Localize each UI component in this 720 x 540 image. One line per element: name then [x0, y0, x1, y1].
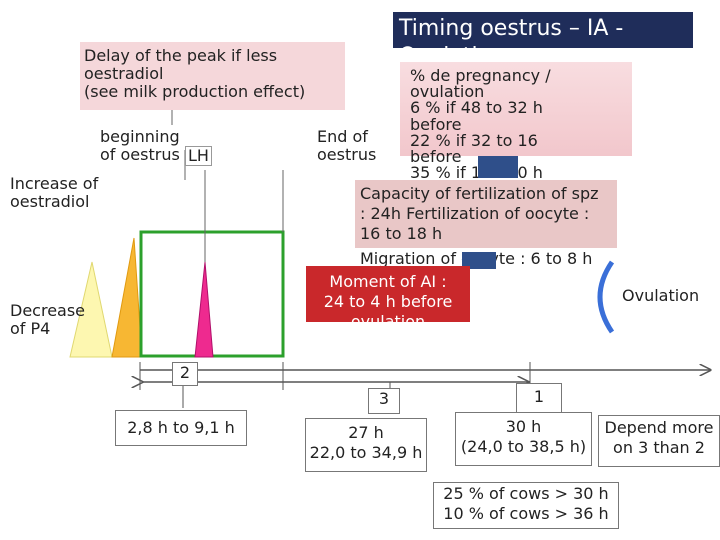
- text-line: : 24h Fertilization of oocyte :: [360, 204, 590, 223]
- phase-duration: 2,8 h to 9,1 h: [115, 410, 247, 446]
- beginning-text: beginning of oestrus: [100, 128, 180, 164]
- text-line: on 3 than 2: [613, 438, 705, 457]
- lh-label: LH: [185, 146, 212, 166]
- ai-box: Moment of AI :24 to 4 h before ovulation: [306, 266, 470, 322]
- text-line: 22,0 to 34,9 h: [309, 443, 423, 462]
- phase-duration: 27 h 22,0 to 34,9 h: [305, 418, 427, 472]
- cover: [462, 252, 496, 269]
- text-line: Depend more: [604, 418, 714, 437]
- ai-text: Moment of AI :24 to 4 h before ovulation: [306, 266, 470, 322]
- text-line: Delay of the peak if less: [84, 46, 278, 65]
- pregnancy-text: % de pregnancy / ovulation 6 % if 48 to 32…: [410, 66, 551, 198]
- capacity-text: Capacity of fertilization of spz: 24h Fe…: [360, 184, 599, 244]
- delay-text: Delay of the peak if less oestradiol (see …: [80, 42, 345, 106]
- phase-number: 3: [368, 388, 400, 414]
- decrease-text: Decrease of P4: [10, 302, 85, 338]
- delay-box: Delay of the peak if less oestradiol (see …: [80, 42, 345, 110]
- capacity-box: [355, 180, 617, 248]
- ovulation-bracket: [597, 260, 615, 334]
- cows-note: 25 % of cows > 30 h 10 % of cows > 36 h: [433, 482, 619, 529]
- text-line: oestradiol: [10, 192, 90, 211]
- text-line: 27 h: [348, 423, 384, 442]
- pregnancy-box: [400, 62, 632, 156]
- oestradiol-triangle: [69, 261, 113, 358]
- end-text: End of oestrus: [317, 128, 376, 164]
- text-line: 30 h: [505, 417, 542, 436]
- text-line: (see milk production effect): [84, 82, 306, 101]
- text-line: 6 % if 48 to 32 h: [410, 98, 543, 118]
- text-line: 22 % if 32 to 16: [410, 130, 538, 150]
- text-line: before: [410, 147, 462, 167]
- text-line: ovulation: [350, 312, 426, 322]
- ovulation-label: Ovulation: [622, 286, 700, 305]
- depend-note: Depend more on 3 than 2: [598, 415, 720, 467]
- text-line: Moment of AI :: [329, 272, 447, 291]
- phase-number: 1: [516, 383, 562, 413]
- cover: [478, 156, 518, 178]
- text-line: ovulation: [410, 82, 485, 102]
- phase-duration: 30 h (24,0 to 38,5 h): [455, 412, 592, 466]
- text-line: 10 % of cows > 36 h: [443, 504, 609, 523]
- text-line: (24,0 to 38,5 h): [460, 437, 587, 456]
- text-line: 24 to 4 h before: [323, 292, 453, 311]
- text-line: End of: [317, 127, 368, 146]
- text-line: of oestrus: [100, 145, 180, 164]
- phase-number: 2: [172, 362, 198, 386]
- text-line: Increase of: [10, 174, 99, 193]
- title: Timing oestrus – IA - Ovulation: [393, 12, 693, 69]
- text-line: oestrus: [317, 145, 377, 164]
- text-line: 25 % of cows > 30 h: [443, 484, 609, 503]
- increase-text: Increase of oestradiol: [10, 175, 98, 211]
- text-line: oestradiol: [84, 64, 164, 83]
- oestrus-rect: [139, 230, 285, 358]
- lh-peak: [194, 261, 214, 358]
- text-line: Decrease: [10, 301, 86, 320]
- text-line: Capacity of fertilization of spz: [360, 184, 599, 203]
- text-line: of P4: [10, 319, 51, 338]
- text-line: 16 to 18 h: [360, 224, 443, 243]
- text-line: % de pregnancy /: [410, 66, 551, 85]
- text-line: beginning: [100, 127, 180, 146]
- text-line: before: [410, 114, 462, 134]
- p4-triangle: [111, 237, 143, 358]
